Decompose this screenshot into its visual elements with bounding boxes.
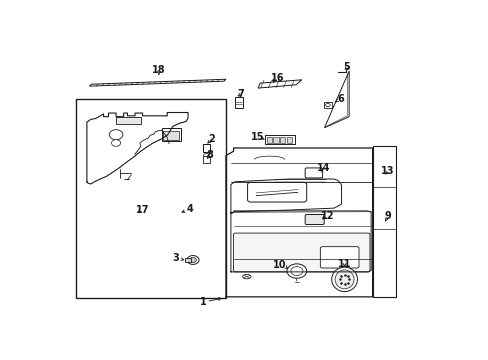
Ellipse shape bbox=[331, 267, 357, 292]
Circle shape bbox=[290, 267, 302, 275]
Bar bbox=[163, 131, 178, 140]
FancyBboxPatch shape bbox=[376, 217, 395, 228]
Text: 13: 13 bbox=[380, 166, 394, 176]
Text: 2: 2 bbox=[208, 134, 215, 144]
FancyBboxPatch shape bbox=[305, 215, 324, 225]
Text: 4: 4 bbox=[186, 204, 193, 214]
Bar bbox=[161, 128, 181, 141]
Polygon shape bbox=[89, 79, 225, 86]
Bar bbox=[372, 146, 395, 297]
Polygon shape bbox=[258, 80, 301, 88]
Text: 14: 14 bbox=[317, 163, 330, 174]
Bar bbox=[116, 117, 141, 123]
Text: 3: 3 bbox=[172, 253, 179, 263]
Bar bbox=[280, 136, 285, 143]
Text: 6: 6 bbox=[336, 94, 343, 104]
Text: 16: 16 bbox=[270, 73, 284, 84]
Circle shape bbox=[111, 140, 121, 146]
Bar bbox=[76, 99, 225, 298]
Text: 1: 1 bbox=[200, 297, 206, 307]
Bar bbox=[266, 136, 271, 143]
Text: 7: 7 bbox=[237, 89, 244, 99]
Circle shape bbox=[109, 130, 122, 140]
Ellipse shape bbox=[242, 274, 250, 279]
Bar bbox=[234, 97, 243, 108]
FancyBboxPatch shape bbox=[233, 233, 369, 272]
Text: 11: 11 bbox=[337, 258, 351, 269]
Text: 12: 12 bbox=[320, 211, 334, 221]
Bar bbox=[203, 156, 209, 163]
Circle shape bbox=[186, 256, 199, 264]
FancyBboxPatch shape bbox=[376, 174, 395, 185]
Text: 18: 18 bbox=[152, 64, 165, 75]
Circle shape bbox=[189, 257, 196, 262]
Text: 17: 17 bbox=[136, 204, 149, 215]
Text: 10: 10 bbox=[273, 260, 286, 270]
Circle shape bbox=[203, 153, 208, 157]
Bar bbox=[184, 258, 190, 262]
Bar bbox=[273, 136, 278, 143]
Text: 8: 8 bbox=[206, 150, 213, 159]
Bar bbox=[203, 144, 209, 152]
Polygon shape bbox=[324, 71, 348, 128]
Circle shape bbox=[286, 264, 306, 278]
FancyBboxPatch shape bbox=[320, 247, 358, 268]
Text: 9: 9 bbox=[384, 211, 390, 221]
Bar bbox=[324, 102, 331, 108]
FancyBboxPatch shape bbox=[305, 168, 322, 178]
Ellipse shape bbox=[334, 270, 353, 289]
Bar bbox=[286, 136, 292, 143]
Bar bbox=[264, 135, 294, 144]
Text: 5: 5 bbox=[343, 62, 349, 72]
Circle shape bbox=[325, 103, 329, 107]
FancyBboxPatch shape bbox=[247, 183, 306, 202]
Text: 15: 15 bbox=[250, 132, 264, 143]
